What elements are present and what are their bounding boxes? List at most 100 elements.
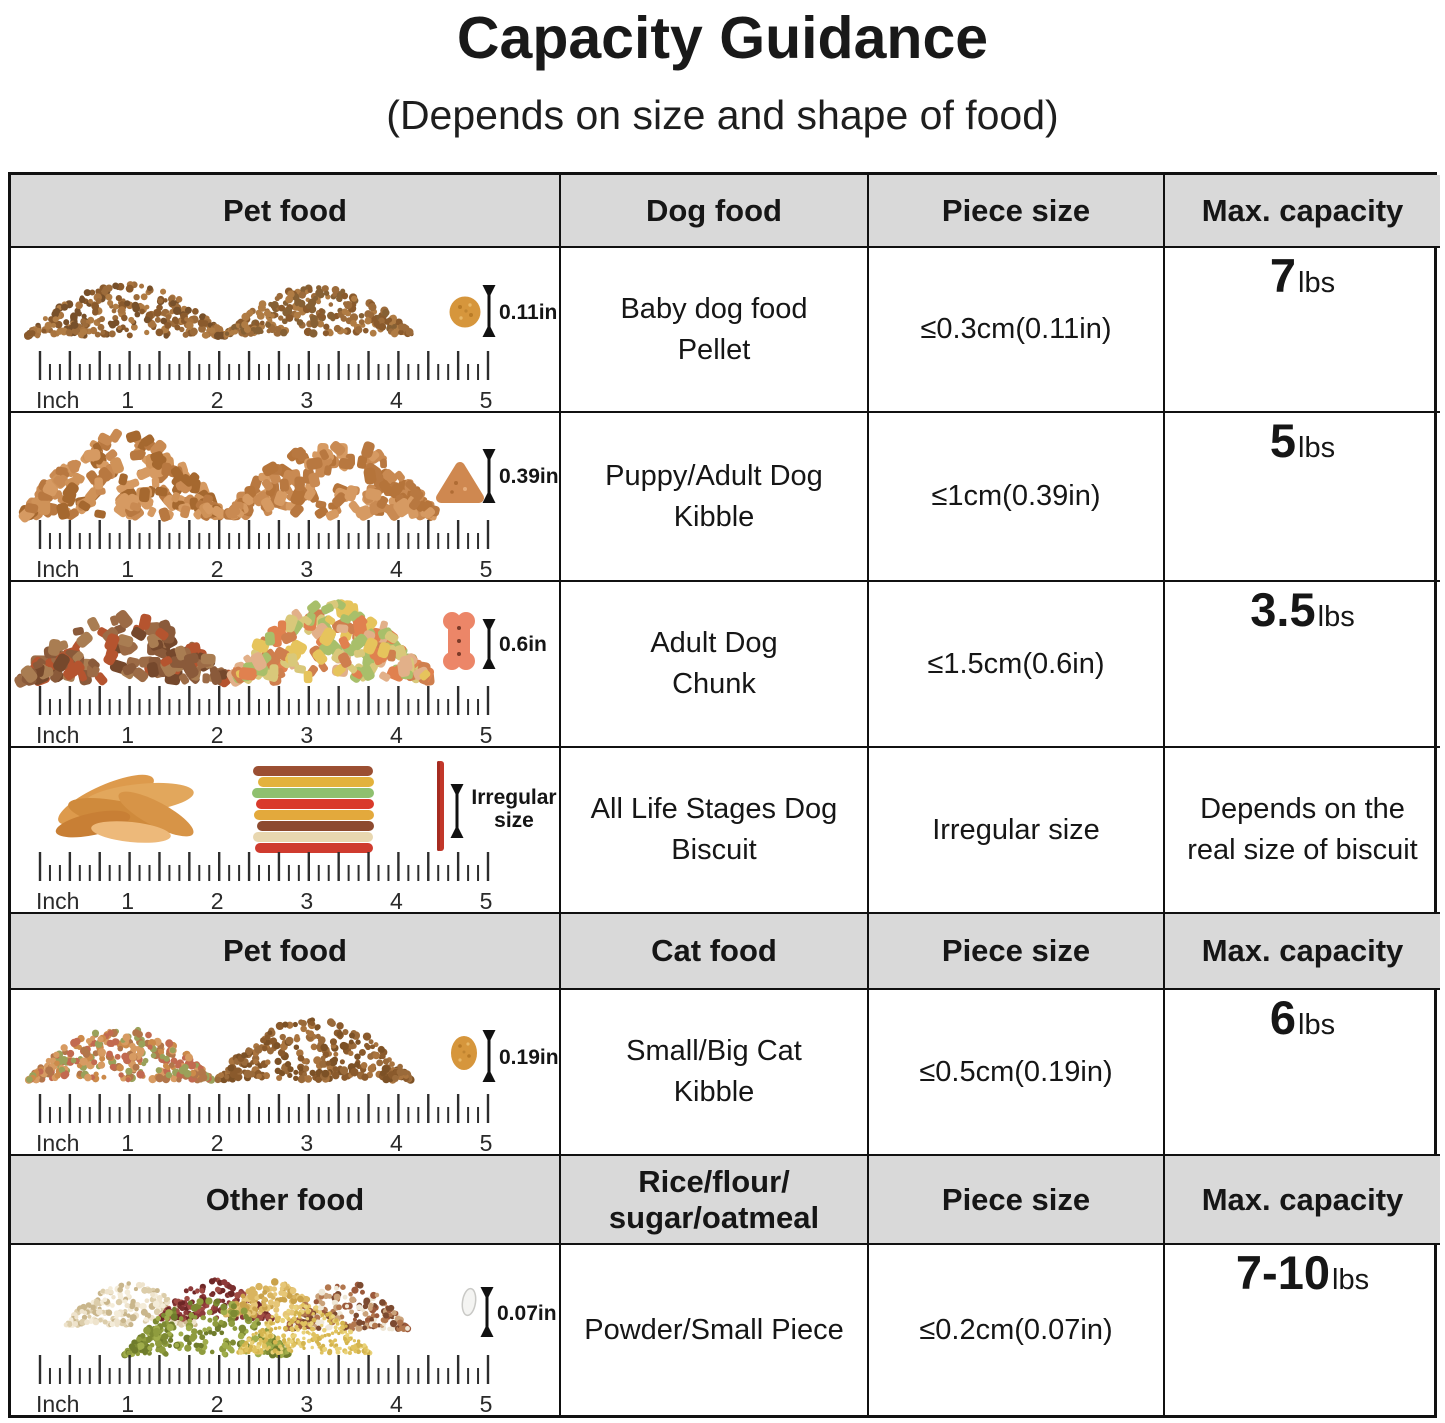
ruler-unit-label: Inch — [36, 1391, 80, 1415]
capacity-text-line: real size of biscuit — [1187, 834, 1418, 866]
ruler-number-label: 2 — [210, 888, 224, 914]
food-name-cell: Baby dog food Pellet — [561, 248, 869, 413]
ruler-unit-label: Inch — [36, 722, 80, 748]
header-label: Piece size — [941, 933, 1091, 969]
page-title: Capacity Guidance — [456, 5, 989, 71]
ruler-unit-label: Inch — [36, 1130, 80, 1156]
pellet-sample-icon — [449, 296, 481, 328]
food-photo-cell: 0.6in Inch 1 2 3 4 5 — [11, 582, 561, 748]
header-label: Max. capacity — [1201, 933, 1404, 969]
header-cat-food-cell: Cat food — [561, 914, 869, 990]
header-label: sugar/oatmeal — [608, 1199, 820, 1235]
ruler-number-label: 4 — [389, 556, 403, 582]
ruler-number-label: 5 — [479, 1130, 493, 1156]
kibble-piles-image — [23, 281, 414, 340]
size-dimension-label: 0.19in — [499, 1046, 559, 1069]
header-label: Cat food — [651, 933, 777, 969]
ruler-number-label: 2 — [210, 387, 224, 413]
header-label: Max. capacity — [1201, 1181, 1404, 1217]
header-label: Other food — [205, 1181, 365, 1217]
ruler-number-label: 4 — [389, 387, 403, 413]
size-dimension-label: 0.39in — [499, 465, 559, 488]
rice-grain-icon — [461, 1287, 477, 1317]
header-pet-food-cell: Pet food — [11, 914, 561, 990]
ruler-number-label: 3 — [300, 722, 314, 748]
food-name-line: Kibble — [673, 500, 755, 533]
food-name-line: Puppy/Adult Dog — [605, 459, 823, 492]
ruler-number-label: 4 — [389, 722, 403, 748]
ruler-number-label: 2 — [210, 1130, 224, 1156]
biscuit-sticks-image — [55, 766, 374, 853]
header-max-capacity-cell: Max. capacity — [1165, 914, 1440, 990]
capacity-value: 5 — [1269, 414, 1297, 467]
inch-ruler: Inch 1 2 3 4 5 — [35, 1092, 495, 1154]
capacity-cell: 5 lbs — [1165, 413, 1440, 582]
ruler-number-label: 3 — [300, 888, 314, 914]
ruler-number-label: 3 — [300, 387, 314, 413]
ruler-number-label: 5 — [479, 387, 493, 413]
inch-ruler: Inch 1 2 3 4 5 — [35, 684, 495, 746]
capacity-text-line: Depends on the — [1200, 793, 1405, 826]
food-name-line: All Life Stages Dog — [590, 793, 838, 826]
ruler-number-label: 2 — [210, 722, 224, 748]
header-piece-size-cell: Piece size — [869, 914, 1165, 990]
red-stick-icon — [437, 761, 444, 851]
size-dimension-indicator — [481, 449, 497, 508]
kibble-triangle-icon — [436, 462, 484, 503]
ruler-number-label: 1 — [121, 387, 134, 413]
size-dimension-indicator — [481, 619, 497, 674]
header-label: Pet food — [223, 192, 347, 228]
ruler-labels: Inch 1 2 3 4 5 — [35, 1391, 495, 1415]
capacity-cell: Depends on the real size of biscuit — [1165, 748, 1440, 914]
food-photo-cell: Irregular size Inch 1 2 3 4 5 — [11, 748, 561, 914]
food-name-line: Pellet — [677, 333, 751, 366]
ruler-number-label: 3 — [300, 556, 314, 582]
grains-piles-image — [63, 1277, 412, 1359]
header-label: Rice/flour/ — [638, 1163, 790, 1199]
header-pet-food-cell: Pet food — [11, 175, 561, 248]
piece-size-cell: ≤1cm(0.39in) — [869, 413, 1165, 582]
size-dimension-label: 0.6in — [499, 633, 547, 656]
ruler-labels: Inch 1 2 3 4 5 — [35, 1130, 495, 1156]
ruler-labels: Inch 1 2 3 4 5 — [35, 722, 495, 748]
food-name-line: Small/Big Cat — [626, 1035, 802, 1068]
piece-size-cell: ≤0.2cm(0.07in) — [869, 1245, 1165, 1415]
ruler-number-label: 1 — [121, 1391, 134, 1415]
kibble-piles-image — [24, 1017, 415, 1084]
food-photo-cell: 0.39in Inch 1 2 3 4 5 — [11, 413, 561, 582]
piece-size-cell: Irregular size — [869, 748, 1165, 914]
header-label: Dog food — [645, 192, 782, 228]
header-label: Pet food — [223, 933, 347, 969]
food-name-line: Kibble — [673, 1076, 755, 1108]
food-photo-cell: 0.07in Inch 1 2 3 4 5 — [11, 1245, 561, 1415]
capacity-cell: 3.5 lbs — [1165, 582, 1440, 748]
capacity-cell: 6 lbs — [1165, 990, 1440, 1156]
ruler-number-label: 1 — [121, 1130, 134, 1156]
ruler-number-label: 2 — [210, 556, 224, 582]
ruler-number-label: 1 — [121, 556, 134, 582]
size-dimension-label: 0.11in — [499, 301, 558, 324]
food-name-cell: Powder/Small Piece — [561, 1245, 869, 1415]
food-name-line: Powder/Small Piece — [584, 1313, 844, 1346]
food-name-line: Biscuit — [671, 834, 757, 866]
ruler-number-label: 2 — [210, 1391, 224, 1415]
size-dimension-label: Irregular size — [471, 786, 557, 833]
ruler-number-label: 5 — [479, 1391, 493, 1415]
food-name-cell: All Life Stages Dog Biscuit — [561, 748, 869, 914]
food-name-cell: Puppy/Adult Dog Kibble — [561, 413, 869, 582]
capacity-unit: lbs — [1317, 601, 1355, 633]
capacity-cell: 7 lbs — [1165, 248, 1440, 413]
food-name-line: Baby dog food — [620, 292, 808, 325]
ruler-number-label: 1 — [121, 888, 134, 914]
piece-size-cell: ≤0.3cm(0.11in) — [869, 248, 1165, 413]
capacity-value: 6 — [1269, 991, 1297, 1044]
header-max-capacity-cell: Max. capacity — [1165, 175, 1440, 248]
size-dimension-indicator — [481, 285, 497, 342]
ruler-number-label: 4 — [389, 1130, 403, 1156]
header-label: Piece size — [941, 1181, 1091, 1217]
header-dog-food-cell: Dog food — [561, 175, 869, 248]
ruler-unit-label: Inch — [36, 888, 80, 914]
ruler-number-label: 5 — [479, 556, 493, 582]
capacity-value: 7 — [1269, 249, 1297, 302]
header-max-capacity-cell: Max. capacity — [1165, 1156, 1440, 1245]
